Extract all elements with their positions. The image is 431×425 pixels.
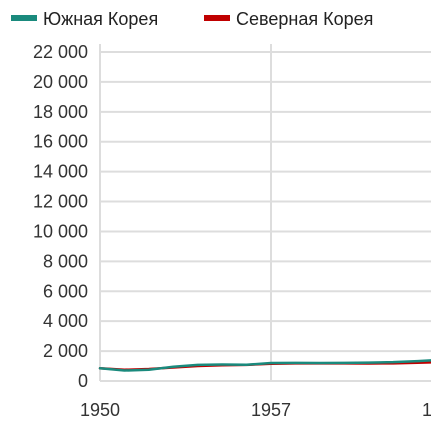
x-tick-label: 1964 bbox=[422, 400, 431, 420]
y-tick-label: 0 bbox=[78, 371, 88, 391]
y-tick-label: 6 000 bbox=[43, 281, 88, 301]
y-axis-tick-labels: 0 2 000 4 000 6 000 8 000 10 000 12 000 14 000 1… bbox=[33, 42, 88, 391]
legend-label-north-korea: Северная Корея bbox=[236, 9, 373, 29]
y-tick-label: 20 000 bbox=[33, 72, 88, 92]
legend-item-south-korea[interactable]: Южная Корея bbox=[11, 9, 158, 29]
y-tick-label: 2 000 bbox=[43, 341, 88, 361]
legend-item-north-korea[interactable]: Северная Корея bbox=[204, 9, 373, 29]
y-gridlines bbox=[100, 51, 431, 382]
series-line-north-korea bbox=[98, 361, 431, 372]
x-tick-label: 1957 bbox=[251, 400, 291, 420]
x-axis-tick-labels: 19501957196419711978 bbox=[80, 400, 431, 420]
legend-swatch-north-korea bbox=[204, 15, 230, 21]
y-tick-label: 14 000 bbox=[33, 162, 88, 182]
series-line-south-korea bbox=[98, 359, 431, 372]
series-lines bbox=[98, 359, 431, 372]
legend-label-south-korea: Южная Корея bbox=[43, 9, 158, 29]
y-tick-label: 10 000 bbox=[33, 221, 88, 241]
x-tick-label: 1950 bbox=[80, 400, 120, 420]
y-tick-label: 4 000 bbox=[43, 311, 88, 331]
x-gridlines bbox=[99, 44, 273, 381]
legend-swatch-south-korea bbox=[11, 15, 37, 21]
y-tick-label: 12 000 bbox=[33, 192, 88, 212]
y-tick-label: 18 000 bbox=[33, 102, 88, 122]
legend: Южная Корея Северная Корея bbox=[11, 9, 373, 29]
y-tick-label: 8 000 bbox=[43, 251, 88, 271]
y-tick-label: 16 000 bbox=[33, 132, 88, 152]
y-tick-label: 22 000 bbox=[33, 42, 88, 62]
